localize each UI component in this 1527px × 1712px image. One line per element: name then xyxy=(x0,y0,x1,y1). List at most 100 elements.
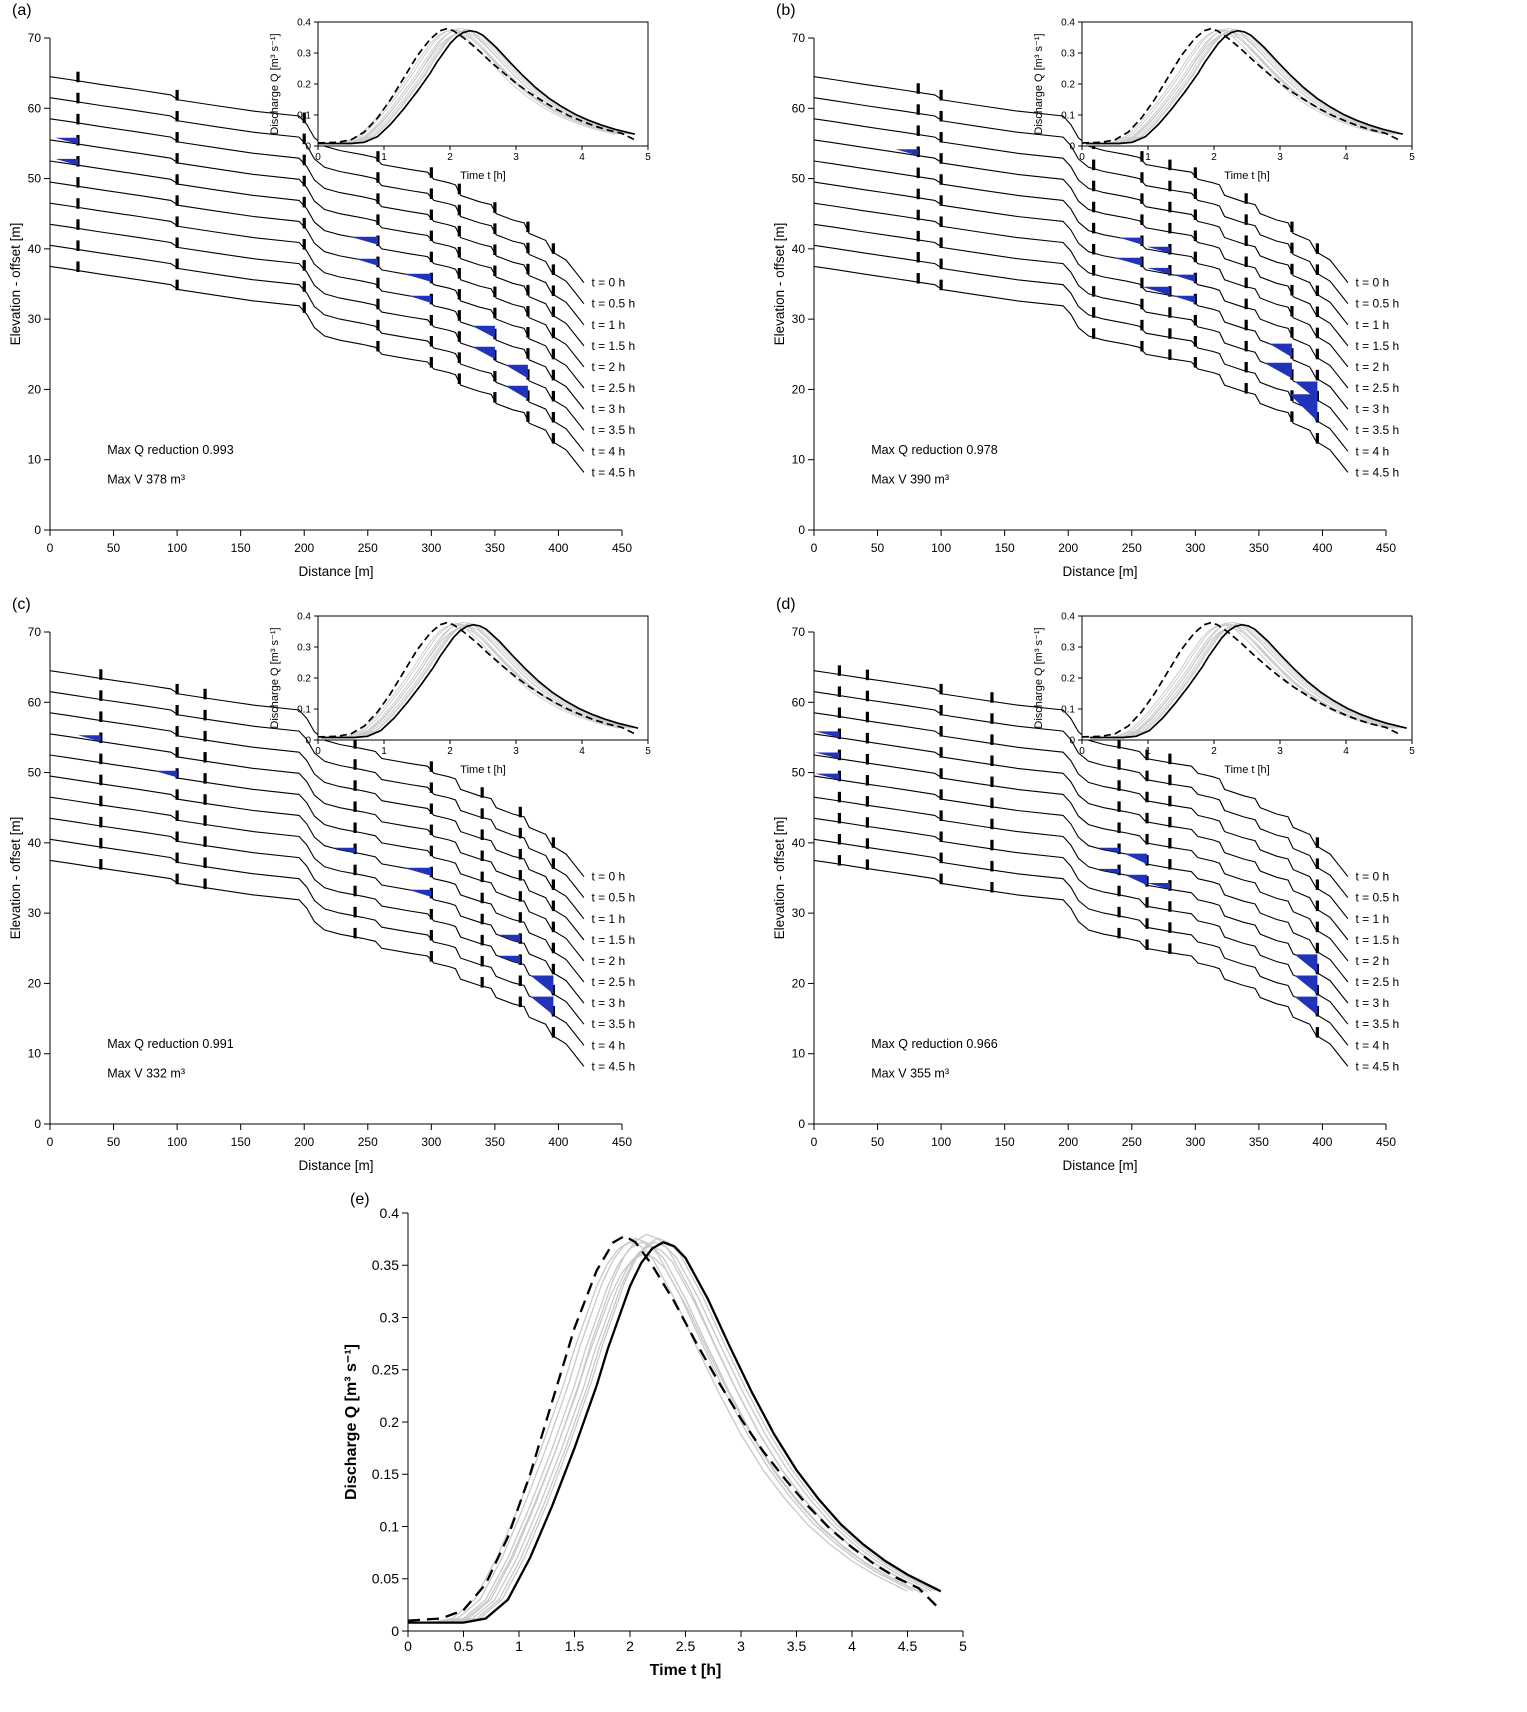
hydrograph-inset: 0 1 2 3 4 5 0 0.1 0.2 0.3 0.4 Time t [h] Discharge Q… xyxy=(269,612,651,777)
svg-text:t = 1 h: t = 1 h xyxy=(1355,318,1389,332)
axis-ticks: 0 1 2 3 4 5 0 0.1 0.2 0.3 0.4 xyxy=(297,18,651,164)
svg-text:0: 0 xyxy=(34,1117,41,1131)
svg-text:3: 3 xyxy=(513,152,519,163)
svg-text:30: 30 xyxy=(28,312,42,326)
hydrograph-inset: 0 1 2 3 4 5 0 0.1 0.2 0.3 0.4 Time t [h] Discharge Q… xyxy=(1033,18,1415,183)
svg-text:50: 50 xyxy=(107,541,121,555)
svg-text:30: 30 xyxy=(28,906,42,920)
svg-text:Max Q reduction 0.966: Max Q reduction 0.966 xyxy=(871,1037,998,1051)
svg-text:t = 1.5 h: t = 1.5 h xyxy=(591,339,635,353)
svg-text:0: 0 xyxy=(798,1117,805,1131)
svg-text:150: 150 xyxy=(231,1135,251,1149)
svg-text:t = 4.5 h: t = 4.5 h xyxy=(591,465,635,479)
svg-text:t = 2 h: t = 2 h xyxy=(1355,360,1389,374)
svg-text:450: 450 xyxy=(612,541,632,555)
svg-text:450: 450 xyxy=(1376,1135,1396,1149)
terrain-chart-d: 0 50 100 150 200 250 300 350 400 4500102030405060… xyxy=(772,612,1415,1174)
terrain-chart-b: 0 50 100 150 200 250 300 350 400 4500102030405060… xyxy=(772,18,1415,580)
panel-b-label: (b) xyxy=(776,2,796,19)
svg-text:40: 40 xyxy=(792,836,806,850)
svg-text:0.2: 0.2 xyxy=(1061,80,1075,91)
svg-text:t = 2 h: t = 2 h xyxy=(591,954,625,968)
svg-text:4.5: 4.5 xyxy=(898,1638,918,1654)
terrain-chart-c: 0 50 100 150 200 250 300 350 400 4500102030405060… xyxy=(8,612,651,1174)
time-labels: t = 0 h t = 0.5 h t = 1 h t = 1.5 h t = 2 h t… xyxy=(1355,276,1399,480)
svg-text:2: 2 xyxy=(1211,746,1217,757)
svg-text:0.25: 0.25 xyxy=(372,1362,399,1378)
main-axes: 0 50 100 150 200 250 300 350 400 4500102030405060… xyxy=(772,31,1396,579)
check-dam-markers xyxy=(76,71,555,444)
outflow-hydrograph-solid xyxy=(1089,623,1407,739)
terrain-chart-a: 0 50 100 150 200 250 300 350 400 4500102030405060… xyxy=(8,18,651,580)
svg-text:Distance [m]: Distance [m] xyxy=(298,1158,373,1173)
svg-text:0.4: 0.4 xyxy=(297,18,311,29)
svg-text:t = 4.5 h: t = 4.5 h xyxy=(1355,465,1399,479)
svg-text:t = 1 h: t = 1 h xyxy=(1355,912,1389,926)
svg-text:4: 4 xyxy=(579,152,585,163)
svg-text:0: 0 xyxy=(34,523,41,537)
inflow-hydrograph-dashed xyxy=(317,621,636,738)
svg-text:Discharge Q [m³ s⁻¹]: Discharge Q [m³ s⁻¹] xyxy=(343,1344,360,1500)
annotations: Max Q reduction 0.991 Max V 332 m³ xyxy=(107,1037,234,1081)
svg-text:t = 4 h: t = 4 h xyxy=(591,1038,625,1052)
svg-text:400: 400 xyxy=(548,541,568,555)
terrain-profiles xyxy=(813,670,1349,1067)
svg-text:50: 50 xyxy=(792,766,806,780)
svg-text:300: 300 xyxy=(421,541,441,555)
panel-c-label: (c) xyxy=(12,596,31,613)
svg-text:250: 250 xyxy=(1122,541,1142,555)
svg-text:t = 0 h: t = 0 h xyxy=(1355,870,1389,884)
svg-text:5: 5 xyxy=(1409,746,1415,757)
check-dam-markers xyxy=(916,83,1319,444)
svg-text:250: 250 xyxy=(358,541,378,555)
svg-text:0: 0 xyxy=(305,736,311,747)
svg-text:t = 4 h: t = 4 h xyxy=(591,444,625,458)
svg-text:0.1: 0.1 xyxy=(297,111,311,122)
svg-text:5: 5 xyxy=(959,1638,967,1654)
svg-text:20: 20 xyxy=(28,382,42,396)
outflow-hydrograph-solid xyxy=(321,623,639,739)
hydrograph-inset: 0 1 2 3 4 5 0 0.1 0.2 0.3 0.4 Time t [h] Discharge Q… xyxy=(1033,612,1415,777)
panel-a: (a) 0 50 100 150 200 250 300 350 400 450 0 10 20 30 40… xyxy=(6,2,751,584)
svg-text:t = 4 h: t = 4 h xyxy=(1355,1038,1389,1052)
svg-text:2: 2 xyxy=(447,746,453,757)
svg-text:300: 300 xyxy=(1185,541,1205,555)
svg-text:100: 100 xyxy=(167,1135,187,1149)
panel-e: (e) 0 0.5 1 1.5 2 2.5 3 3.5 4 4.5 5 0 0.05 0.1 0.15 0.2… xyxy=(330,1183,1030,1710)
svg-text:0: 0 xyxy=(315,152,321,163)
svg-text:3.5: 3.5 xyxy=(787,1638,807,1654)
annotations: Max Q reduction 0.993 Max V 378 m³ xyxy=(107,443,234,487)
svg-text:t = 4.5 h: t = 4.5 h xyxy=(1355,1059,1399,1073)
svg-text:400: 400 xyxy=(548,1135,568,1149)
svg-text:t = 3 h: t = 3 h xyxy=(1355,402,1389,416)
discharge-chart-e: 0 0.5 1 1.5 2 2.5 3 3.5 4 4.5 5 0 0.05 0.1 0.15 0.2 0.25… xyxy=(343,1205,967,1679)
ensemble-curves xyxy=(1082,621,1404,739)
svg-text:t = 3.5 h: t = 3.5 h xyxy=(1355,423,1399,437)
svg-text:0.2: 0.2 xyxy=(297,80,311,91)
svg-text:2: 2 xyxy=(1211,152,1217,163)
svg-text:0: 0 xyxy=(315,746,321,757)
svg-text:250: 250 xyxy=(1122,1135,1142,1149)
svg-text:0.3: 0.3 xyxy=(1061,643,1075,654)
svg-text:t = 1.5 h: t = 1.5 h xyxy=(1355,933,1399,947)
svg-text:0: 0 xyxy=(811,1135,818,1149)
water-pools xyxy=(78,735,554,1016)
svg-text:0.3: 0.3 xyxy=(1061,49,1075,60)
svg-text:0.2: 0.2 xyxy=(1061,674,1075,685)
svg-text:0: 0 xyxy=(391,1623,399,1639)
svg-text:0: 0 xyxy=(47,1135,54,1149)
svg-text:Time t [h]: Time t [h] xyxy=(650,1662,722,1679)
annotations: Max Q reduction 0.978 Max V 390 m³ xyxy=(871,443,998,487)
svg-text:350: 350 xyxy=(485,1135,505,1149)
svg-text:t = 3 h: t = 3 h xyxy=(591,402,625,416)
svg-text:0.35: 0.35 xyxy=(372,1257,399,1273)
panel-e-label: (e) xyxy=(350,1191,370,1208)
annotations: Max Q reduction 0.966 Max V 355 m³ xyxy=(871,1037,998,1081)
svg-text:t = 3 h: t = 3 h xyxy=(1355,996,1389,1010)
main-axes: 0 50 100 150 200 250 300 350 400 4500102030405060… xyxy=(772,625,1396,1173)
svg-text:350: 350 xyxy=(1249,541,1269,555)
time-labels: t = 0 h t = 0.5 h t = 1 h t = 1.5 h t = 2 h t… xyxy=(591,870,635,1074)
svg-text:40: 40 xyxy=(28,836,42,850)
axis-ticks: 0 1 2 3 4 5 0 0.1 0.2 0.3 0.4 xyxy=(1061,18,1415,164)
svg-text:4: 4 xyxy=(579,746,585,757)
